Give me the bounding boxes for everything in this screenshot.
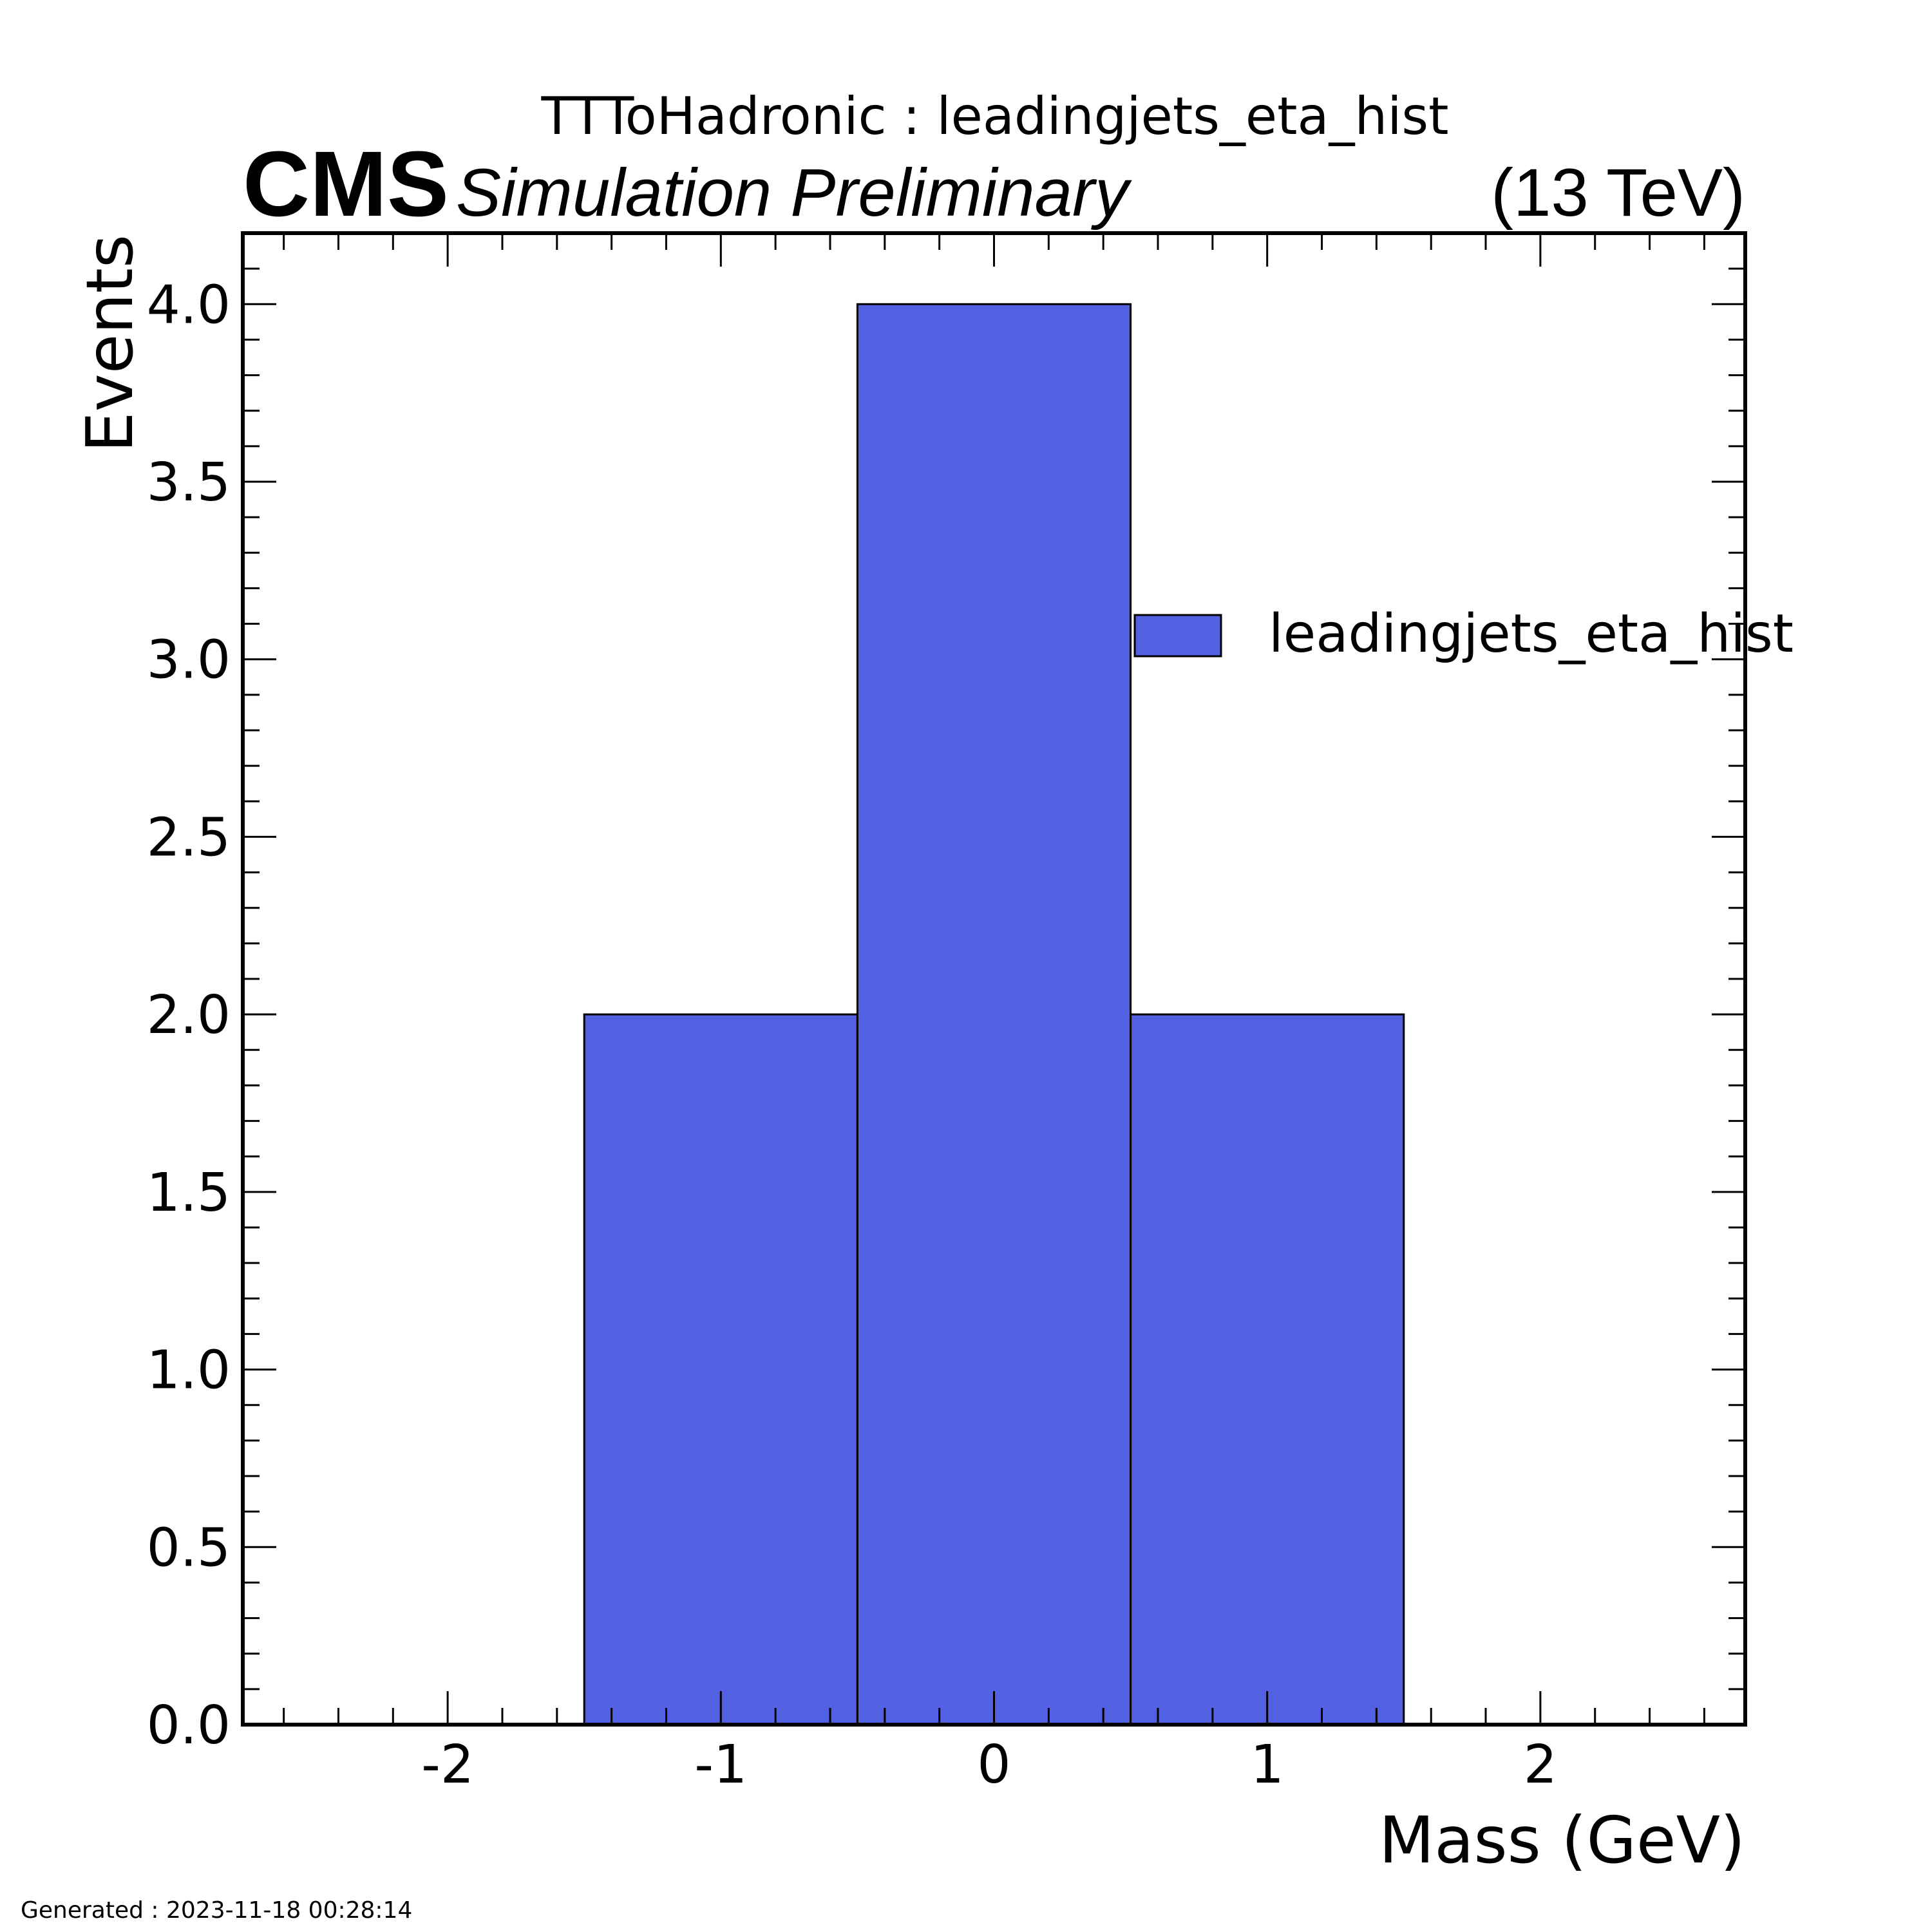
- histogram-bar: [856, 303, 1132, 1726]
- y-axis-label: Events: [72, 234, 147, 453]
- plot-frame: [241, 231, 1747, 1727]
- legend: leadingjets_eta_hist: [1133, 603, 1794, 665]
- histogram-bar: [1130, 1013, 1405, 1726]
- simulation-preliminary-label: Simulation Preliminary: [456, 155, 1132, 231]
- axis-ticks: [243, 232, 1745, 1726]
- tick-labels: -2 -1 0 1 2 0.0 0.5 1.0 1.5 2.0 2.5 3.0 3.5 4.0: [147, 274, 1557, 1795]
- chart-title: TTToHadronic : leadingjets_eta_hist: [541, 86, 1449, 146]
- x-tick-label: 2: [1524, 1734, 1557, 1795]
- x-tick-label: -2: [421, 1734, 474, 1795]
- x-axis-label: Mass (GeV): [1379, 1803, 1745, 1878]
- y-tick-label: 0.0: [147, 1695, 231, 1756]
- energy-label: (13 TeV): [1491, 155, 1745, 231]
- y-tick-label: 3.0: [147, 630, 231, 691]
- y-tick-label: 2.5: [147, 807, 231, 868]
- x-tick-label: -1: [694, 1734, 747, 1795]
- histogram-bar: [583, 1013, 858, 1726]
- y-tick-label: 1.0: [147, 1340, 231, 1401]
- y-tick-label: 0.5: [147, 1517, 231, 1578]
- y-tick-label: 4.0: [147, 274, 231, 336]
- y-tick-label: 2.0: [147, 985, 231, 1046]
- legend-swatch: [1133, 614, 1222, 658]
- x-tick-label: 1: [1251, 1734, 1284, 1795]
- legend-label: leadingjets_eta_hist: [1269, 603, 1794, 665]
- x-tick-label: 0: [977, 1734, 1010, 1795]
- generated-timestamp: Generated : 2023-11-18 00:28:14: [21, 1897, 412, 1924]
- y-tick-label: 3.5: [147, 452, 231, 513]
- histogram-bars: [583, 303, 1405, 1726]
- y-tick-label: 1.5: [147, 1162, 231, 1224]
- cms-label: CMS: [243, 132, 449, 236]
